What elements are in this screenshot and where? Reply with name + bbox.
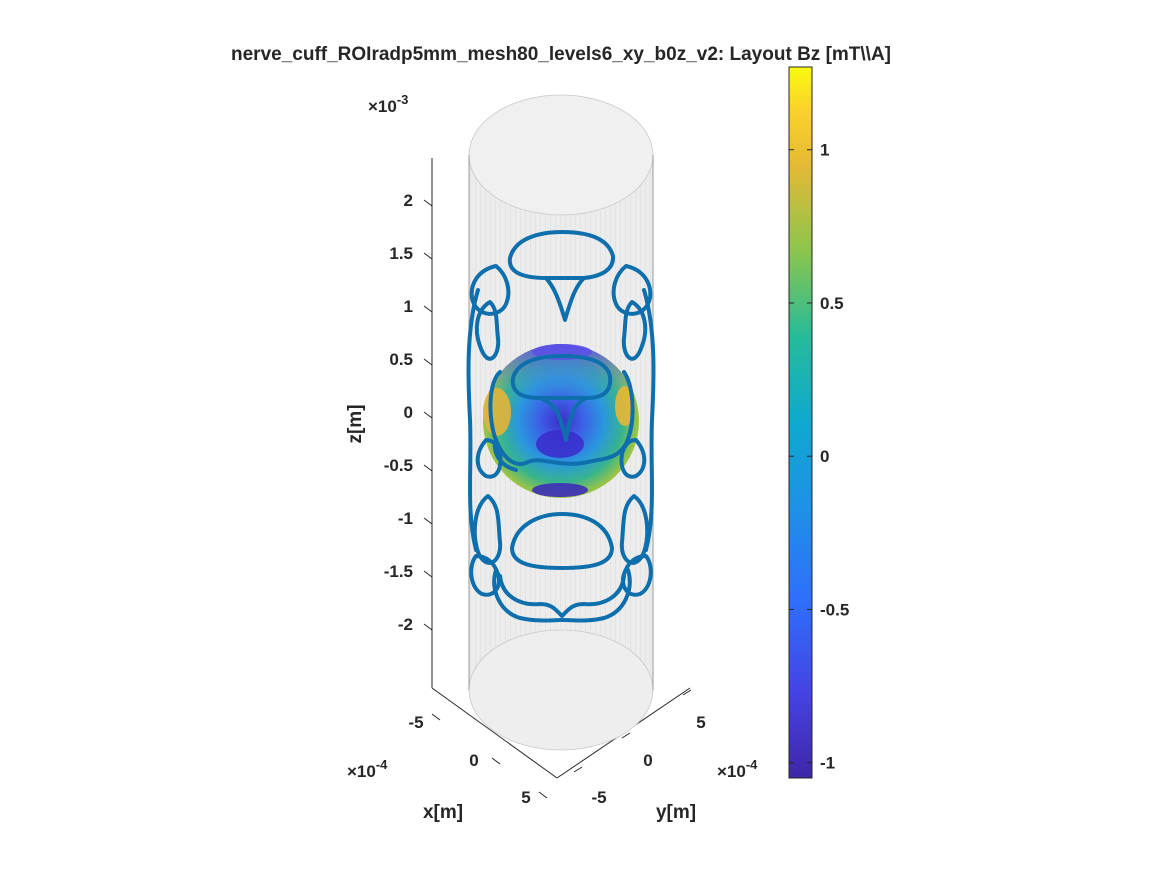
y-axis-exponent: ×10-4 (717, 757, 758, 781)
colorbar: 1 0.5 0 -0.5 -1 (788, 66, 849, 779)
z-tick-label: 2 (404, 191, 413, 210)
z-tick-label: 0.5 (389, 350, 413, 369)
z-axis-tick-labels: 2 1.5 1 0.5 0 -0.5 -1 -1.5 -2 (384, 191, 413, 634)
chart-title: nerve_cuff_ROIradp5mm_mesh80_levels6_xy_… (231, 44, 891, 65)
x-axis-line (431, 687, 558, 779)
coil-contours (466, 230, 656, 623)
colorbar-tick-label: 0 (820, 447, 829, 466)
z-tick-label: -1.5 (384, 562, 413, 581)
x-axis-ticks (431, 713, 548, 799)
z-tick-label: 0 (404, 403, 413, 422)
colorbar-tick-label: 1 (820, 141, 829, 160)
colorbar-gradient (788, 66, 813, 779)
z-axis-label: z[m] (345, 404, 366, 443)
z-tick-label: 1.5 (389, 244, 413, 263)
z-axis-exponent: ×10-3 (368, 92, 408, 116)
x-tick-label: 5 (521, 788, 530, 807)
x-axis-label: x[m] (423, 802, 463, 823)
colorbar-tick-labels: 1 0.5 0 -0.5 -1 (820, 141, 849, 773)
z-axis-ticks (423, 199, 433, 631)
z-tick-label: -2 (398, 615, 413, 634)
y-axis-ticks (573, 689, 692, 773)
y-tick-label: -5 (591, 788, 606, 807)
y-tick-label: 5 (696, 713, 705, 732)
x-tick-label: 0 (469, 751, 478, 770)
x-axis-exponent: ×10-4 (347, 757, 388, 781)
colorbar-tick-label: 0.5 (820, 294, 844, 313)
z-tick-label: 1 (404, 297, 413, 316)
y-tick-label: 0 (643, 751, 652, 770)
colorbar-tick-label: -1 (820, 754, 835, 773)
z-tick-label: -0.5 (384, 456, 413, 475)
x-axis-tick-labels: -5 0 5 (408, 713, 530, 807)
y-axis-tick-labels: 5 0 -5 (591, 713, 705, 807)
z-tick-label: -1 (398, 509, 413, 528)
x-tick-label: -5 (408, 713, 423, 732)
colorbar-tick-label: -0.5 (820, 600, 849, 619)
colorbar-ticks (789, 149, 812, 764)
y-axis-label: y[m] (656, 802, 696, 823)
